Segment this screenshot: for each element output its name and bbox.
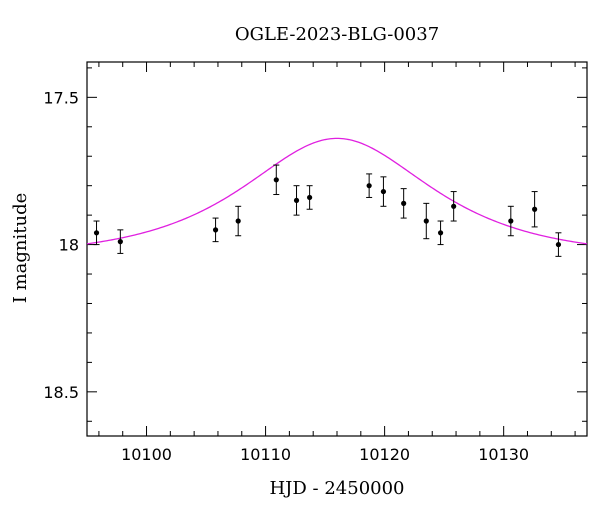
y-axis-label: I magnitude: [10, 193, 31, 304]
x-tick-label: 10120: [359, 445, 410, 464]
data-point: [117, 229, 124, 254]
data-point: [450, 191, 457, 222]
chart-title: OGLE-2023-BLG-0037: [235, 24, 439, 45]
point-marker: [451, 203, 457, 209]
y-tick-label: 18: [59, 236, 79, 255]
data-point: [400, 188, 407, 219]
point-marker: [212, 227, 219, 233]
axis-ticks: 10100 10110 10120 10130 17.5 18 18.5: [43, 62, 587, 464]
point-marker: [555, 241, 562, 248]
data-point: [273, 164, 280, 196]
data-point: [93, 220, 100, 246]
point-marker: [235, 218, 241, 224]
data-point: [235, 205, 242, 237]
point-marker: [423, 218, 429, 224]
y-tick-label: 17.5: [43, 88, 79, 107]
point-marker: [532, 206, 538, 212]
point-marker: [366, 183, 372, 189]
point-marker: [293, 197, 300, 204]
data-point: [366, 173, 373, 198]
data-point: [306, 185, 313, 210]
x-tick-label: 10110: [240, 445, 291, 464]
point-marker: [401, 200, 407, 206]
x-tick-label: 10130: [478, 445, 529, 464]
y-tick-label: 18.5: [43, 383, 79, 402]
data-point: [531, 191, 538, 228]
data-point: [293, 185, 300, 216]
point-marker: [380, 188, 387, 195]
data-point: [380, 176, 387, 207]
point-marker: [93, 230, 100, 236]
point-marker: [273, 177, 279, 183]
point-marker: [117, 239, 123, 245]
data-point: [437, 220, 444, 246]
point-marker: [508, 218, 514, 224]
x-axis-label: HJD - 2450000: [269, 478, 404, 499]
data-point: [555, 232, 562, 257]
data-point: [507, 205, 514, 237]
data-point: [212, 217, 219, 243]
model-curve: [86, 137, 588, 245]
x-tick-label: 10100: [121, 445, 172, 464]
point-marker: [437, 230, 444, 236]
plot-area: [86, 61, 588, 437]
model-layer: [86, 137, 588, 245]
plot-frame: [86, 61, 588, 437]
data-points: [93, 164, 562, 257]
data-point: [423, 202, 430, 240]
point-marker: [307, 194, 313, 201]
